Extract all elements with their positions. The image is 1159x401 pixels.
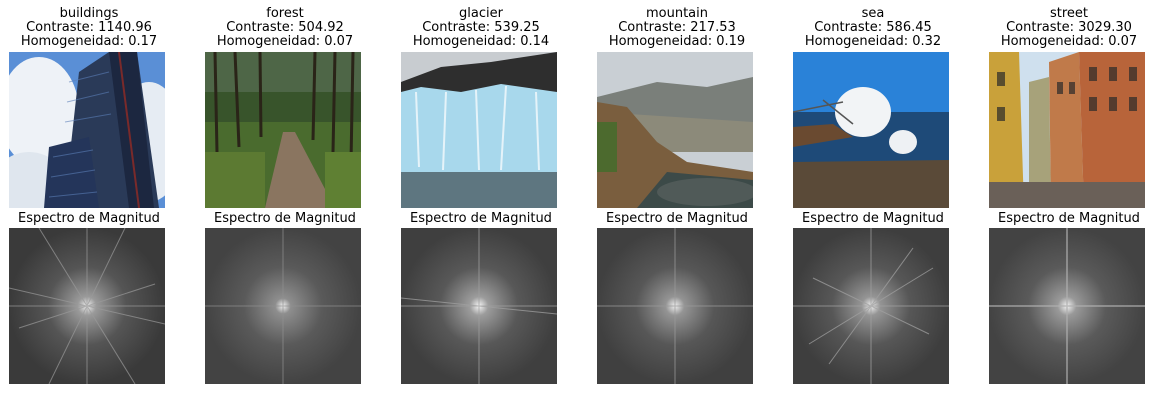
contrast-value: Contraste: 3029.30 bbox=[969, 20, 1159, 35]
image-label: glacier bbox=[381, 6, 581, 21]
spectrum-title: Espectro de Magnitud bbox=[0, 211, 189, 226]
spectrum-title: Espectro de Magnitud bbox=[773, 211, 973, 226]
contrast-value: Contraste: 504.92 bbox=[185, 20, 385, 35]
spectrum-buildings bbox=[9, 228, 165, 384]
photo-sea bbox=[793, 52, 949, 208]
contrast-value: Contraste: 1140.96 bbox=[0, 20, 189, 35]
image-label: buildings bbox=[0, 6, 189, 21]
photo-mountain bbox=[597, 52, 753, 208]
photo-forest bbox=[205, 52, 361, 208]
homogeneity-value: Homogeneidad: 0.07 bbox=[185, 34, 385, 49]
contrast-value: Contraste: 586.45 bbox=[773, 20, 973, 35]
spectrum-title: Espectro de Magnitud bbox=[381, 211, 581, 226]
spectrum-sea bbox=[793, 228, 949, 384]
homogeneity-value: Homogeneidad: 0.19 bbox=[577, 34, 777, 49]
homogeneity-value: Homogeneidad: 0.32 bbox=[773, 34, 973, 49]
spectrum-title: Espectro de Magnitud bbox=[577, 211, 777, 226]
contrast-value: Contraste: 217.53 bbox=[577, 20, 777, 35]
spectrum-mountain bbox=[597, 228, 753, 384]
homogeneity-value: Homogeneidad: 0.17 bbox=[0, 34, 189, 49]
spectrum-street bbox=[989, 228, 1145, 384]
spectrum-title: Espectro de Magnitud bbox=[969, 211, 1159, 226]
homogeneity-value: Homogeneidad: 0.14 bbox=[381, 34, 581, 49]
homogeneity-value: Homogeneidad: 0.07 bbox=[969, 34, 1159, 49]
photo-buildings bbox=[9, 52, 165, 208]
photo-glacier bbox=[401, 52, 557, 208]
contrast-value: Contraste: 539.25 bbox=[381, 20, 581, 35]
spectrum-glacier bbox=[401, 228, 557, 384]
spectrum-title: Espectro de Magnitud bbox=[185, 211, 385, 226]
photo-street bbox=[989, 52, 1145, 208]
image-label: mountain bbox=[577, 6, 777, 21]
image-label: forest bbox=[185, 6, 385, 21]
image-label: street bbox=[969, 6, 1159, 21]
spectrum-forest bbox=[205, 228, 361, 384]
image-label: sea bbox=[773, 6, 973, 21]
